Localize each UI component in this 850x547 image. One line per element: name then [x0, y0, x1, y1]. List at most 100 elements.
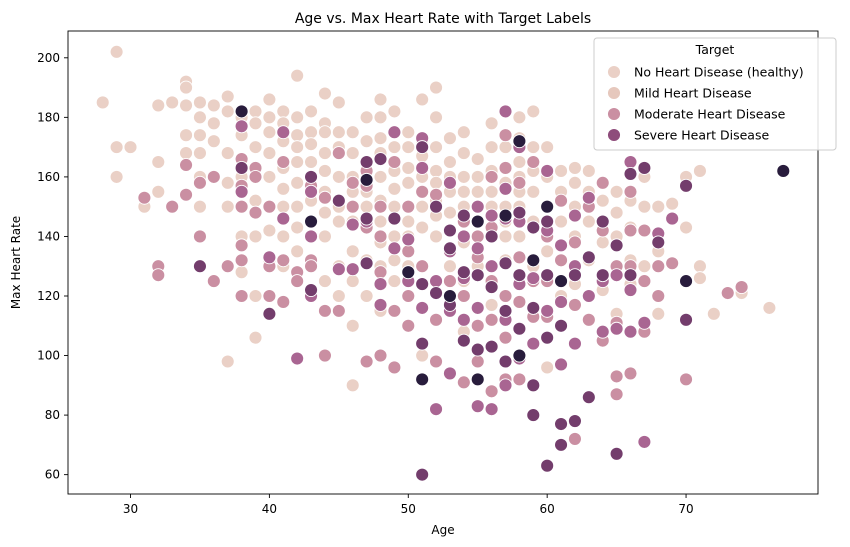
data-point	[651, 199, 666, 214]
data-point	[498, 140, 513, 155]
data-point	[651, 289, 666, 303]
data-point	[498, 161, 513, 175]
x-tick-label: 40	[262, 502, 277, 516]
plot-frame	[67, 30, 819, 495]
data-point	[679, 178, 694, 193]
data-point	[373, 214, 388, 229]
data-point	[137, 190, 152, 205]
data-point	[540, 303, 555, 318]
data-point	[429, 312, 444, 327]
data-point	[512, 250, 527, 265]
data-point	[262, 169, 277, 184]
data-point	[512, 229, 527, 244]
data-point	[734, 280, 749, 295]
data-point	[220, 175, 235, 190]
x-tick-label: 50	[401, 502, 416, 516]
data-point	[498, 208, 513, 223]
data-point	[290, 220, 305, 235]
data-point	[151, 184, 166, 199]
data-point	[331, 193, 346, 208]
data-point	[456, 229, 471, 244]
data-point	[331, 262, 346, 277]
data-point	[331, 125, 346, 140]
data-point	[317, 190, 332, 205]
data-point	[192, 259, 207, 274]
data-point	[637, 223, 652, 238]
data-point	[623, 324, 638, 339]
data-point	[554, 417, 569, 431]
data-point	[526, 271, 541, 286]
data-point	[470, 152, 485, 166]
data-point	[415, 372, 430, 387]
data-point	[581, 390, 596, 405]
data-point	[498, 256, 513, 271]
points-layer	[95, 44, 791, 482]
data-point	[248, 330, 263, 345]
data-point	[415, 161, 430, 175]
data-point	[109, 140, 124, 155]
data-point	[206, 134, 221, 149]
data-point	[192, 199, 207, 214]
data-point	[665, 256, 680, 271]
data-point	[373, 199, 388, 214]
data-point	[526, 140, 541, 155]
data-point	[276, 181, 291, 196]
data-point	[262, 146, 277, 161]
data-point	[595, 268, 610, 283]
data-point	[165, 199, 180, 214]
data-point	[470, 318, 485, 333]
x-tick-label: 60	[540, 502, 555, 516]
data-point	[623, 155, 638, 169]
data-point	[387, 104, 402, 119]
data-point	[248, 104, 263, 119]
data-point	[234, 253, 249, 268]
data-point	[665, 196, 680, 211]
data-point	[234, 104, 249, 119]
chart-title: Age vs. Max Heart Rate with Target Label…	[295, 11, 591, 27]
data-point	[95, 95, 110, 110]
data-point	[429, 187, 444, 202]
data-point	[262, 223, 277, 238]
legend-entries: No Heart Disease (healthy) Mild Heart Dis…	[607, 65, 804, 143]
data-point	[317, 163, 332, 178]
data-point	[387, 181, 402, 196]
data-point	[720, 286, 735, 300]
data-point	[442, 289, 457, 303]
data-point	[498, 354, 513, 369]
data-point	[609, 369, 624, 384]
data-point	[192, 95, 207, 110]
data-point	[415, 467, 430, 482]
data-point	[387, 303, 402, 318]
data-point	[317, 274, 332, 289]
data-point	[429, 199, 444, 214]
data-point	[109, 169, 124, 184]
data-point	[248, 193, 263, 208]
data-point	[609, 387, 624, 402]
data-point	[304, 283, 319, 297]
data-point	[206, 98, 221, 113]
data-point	[609, 238, 624, 253]
data-point	[651, 306, 666, 321]
data-point	[290, 155, 305, 169]
data-point	[359, 155, 374, 169]
data-point	[442, 131, 457, 146]
y-tick-label: 200	[37, 51, 60, 65]
data-point	[512, 321, 527, 336]
data-point	[415, 277, 430, 292]
data-point	[179, 98, 194, 113]
data-point	[581, 250, 596, 265]
data-point	[484, 312, 499, 327]
data-point	[554, 437, 569, 452]
data-point	[317, 348, 332, 363]
data-point	[429, 175, 444, 190]
data-point	[512, 348, 527, 363]
data-point	[179, 187, 194, 202]
data-point	[456, 184, 471, 199]
data-point	[484, 229, 499, 244]
data-point	[345, 318, 360, 333]
data-point	[276, 211, 291, 226]
data-point	[512, 372, 527, 387]
data-point	[192, 229, 207, 244]
data-point	[581, 289, 596, 303]
data-point	[456, 146, 471, 161]
